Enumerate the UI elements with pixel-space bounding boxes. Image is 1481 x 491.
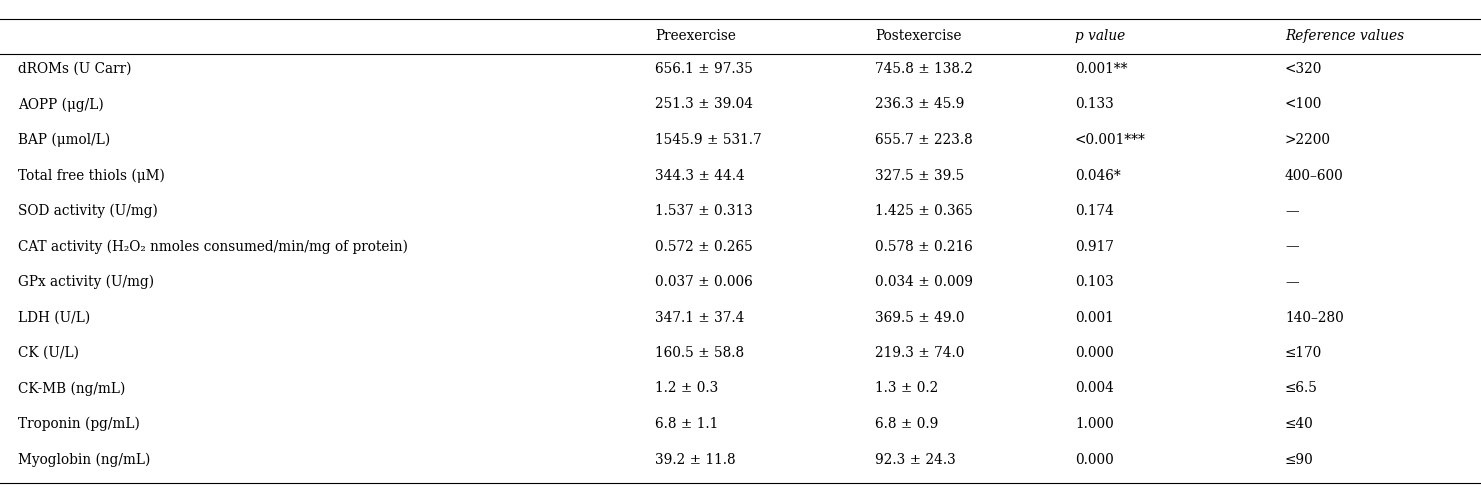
Text: 251.3 ± 39.04: 251.3 ± 39.04 [655, 98, 752, 111]
Text: 1.425 ± 0.365: 1.425 ± 0.365 [875, 204, 973, 218]
Text: —: — [1286, 275, 1299, 289]
Text: ≤40: ≤40 [1286, 417, 1314, 431]
Text: 745.8 ± 138.2: 745.8 ± 138.2 [875, 62, 973, 76]
Text: dROMs (U Carr): dROMs (U Carr) [18, 62, 132, 76]
Text: 6.8 ± 1.1: 6.8 ± 1.1 [655, 417, 718, 431]
Text: 0.001: 0.001 [1075, 310, 1114, 325]
Text: 344.3 ± 44.4: 344.3 ± 44.4 [655, 168, 745, 183]
Text: ≤90: ≤90 [1286, 453, 1314, 466]
Text: 400–600: 400–600 [1286, 168, 1343, 183]
Text: 140–280: 140–280 [1286, 310, 1343, 325]
Text: 6.8 ± 0.9: 6.8 ± 0.9 [875, 417, 939, 431]
Text: 0.001**: 0.001** [1075, 62, 1127, 76]
Text: <320: <320 [1286, 62, 1323, 76]
Text: AOPP (μg/L): AOPP (μg/L) [18, 97, 104, 111]
Text: 0.103: 0.103 [1075, 275, 1114, 289]
Text: Total free thiols (μM): Total free thiols (μM) [18, 168, 164, 183]
Text: <0.001***: <0.001*** [1075, 133, 1146, 147]
Text: 655.7 ± 223.8: 655.7 ± 223.8 [875, 133, 973, 147]
Text: 219.3 ± 74.0: 219.3 ± 74.0 [875, 346, 964, 360]
Text: Myoglobin (ng/mL): Myoglobin (ng/mL) [18, 452, 151, 466]
Text: CK (U/L): CK (U/L) [18, 346, 78, 360]
Text: 160.5 ± 58.8: 160.5 ± 58.8 [655, 346, 743, 360]
Text: 0.046*: 0.046* [1075, 168, 1121, 183]
Text: 39.2 ± 11.8: 39.2 ± 11.8 [655, 453, 736, 466]
Text: >2200: >2200 [1286, 133, 1331, 147]
Text: 0.578 ± 0.216: 0.578 ± 0.216 [875, 240, 973, 253]
Text: Reference values: Reference values [1286, 29, 1404, 43]
Text: Troponin (pg/mL): Troponin (pg/mL) [18, 417, 139, 431]
Text: 0.174: 0.174 [1075, 204, 1114, 218]
Text: 92.3 ± 24.3: 92.3 ± 24.3 [875, 453, 955, 466]
Text: 0.000: 0.000 [1075, 346, 1114, 360]
Text: 0.917: 0.917 [1075, 240, 1114, 253]
Text: GPx activity (U/mg): GPx activity (U/mg) [18, 275, 154, 289]
Text: 1.537 ± 0.313: 1.537 ± 0.313 [655, 204, 752, 218]
Text: 0.000: 0.000 [1075, 453, 1114, 466]
Text: CAT activity (H₂O₂ nmoles consumed/min/mg of protein): CAT activity (H₂O₂ nmoles consumed/min/m… [18, 239, 407, 254]
Text: 369.5 ± 49.0: 369.5 ± 49.0 [875, 310, 964, 325]
Text: BAP (μmol/L): BAP (μmol/L) [18, 133, 110, 147]
Text: Preexercise: Preexercise [655, 29, 736, 43]
Text: 327.5 ± 39.5: 327.5 ± 39.5 [875, 168, 964, 183]
Text: 656.1 ± 97.35: 656.1 ± 97.35 [655, 62, 752, 76]
Text: ≤6.5: ≤6.5 [1286, 382, 1318, 395]
Text: —: — [1286, 204, 1299, 218]
Text: 1.000: 1.000 [1075, 417, 1114, 431]
Text: 0.133: 0.133 [1075, 98, 1114, 111]
Text: 0.037 ± 0.006: 0.037 ± 0.006 [655, 275, 752, 289]
Text: 0.034 ± 0.009: 0.034 ± 0.009 [875, 275, 973, 289]
Text: —: — [1286, 240, 1299, 253]
Text: ≤170: ≤170 [1286, 346, 1323, 360]
Text: 1545.9 ± 531.7: 1545.9 ± 531.7 [655, 133, 761, 147]
Text: LDH (U/L): LDH (U/L) [18, 310, 90, 325]
Text: Postexercise: Postexercise [875, 29, 961, 43]
Text: p value: p value [1075, 29, 1126, 43]
Text: 347.1 ± 37.4: 347.1 ± 37.4 [655, 310, 745, 325]
Text: 0.004: 0.004 [1075, 382, 1114, 395]
Text: 1.2 ± 0.3: 1.2 ± 0.3 [655, 382, 718, 395]
Text: SOD activity (U/mg): SOD activity (U/mg) [18, 204, 158, 218]
Text: 236.3 ± 45.9: 236.3 ± 45.9 [875, 98, 964, 111]
Text: <100: <100 [1286, 98, 1323, 111]
Text: 0.572 ± 0.265: 0.572 ± 0.265 [655, 240, 752, 253]
Text: 1.3 ± 0.2: 1.3 ± 0.2 [875, 382, 939, 395]
Text: CK-MB (ng/mL): CK-MB (ng/mL) [18, 382, 126, 396]
